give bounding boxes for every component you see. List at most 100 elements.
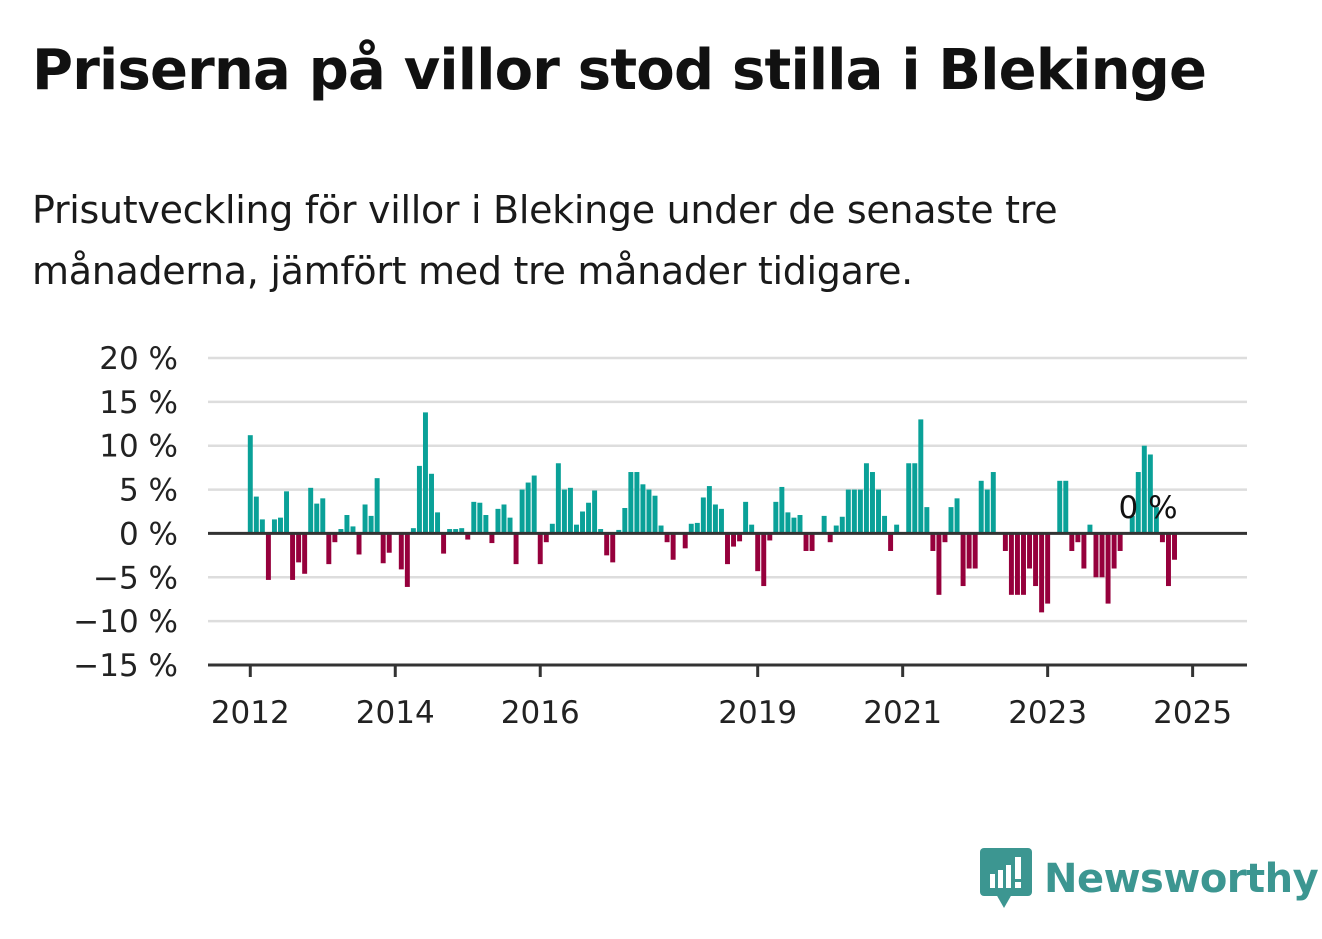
- bar: [271, 519, 277, 534]
- bar: [894, 524, 900, 534]
- bar: [453, 529, 459, 534]
- bar: [658, 525, 664, 534]
- bar: [495, 508, 501, 534]
- bar: [882, 515, 888, 534]
- y-tick-label: −5 %: [93, 560, 178, 596]
- bar: [429, 473, 434, 534]
- bar: [797, 515, 803, 534]
- bar: [954, 498, 960, 534]
- bar: [839, 516, 845, 534]
- bar: [851, 489, 857, 534]
- bar: [1159, 533, 1165, 543]
- bar: [743, 501, 749, 534]
- bar: [610, 533, 616, 563]
- bar: [1014, 533, 1020, 595]
- bar: [1069, 533, 1075, 551]
- bar: [326, 533, 332, 565]
- chart-title: Priserna på villor stod stilla i Bleking…: [32, 38, 1207, 103]
- bar: [779, 486, 785, 534]
- bar: [1141, 445, 1147, 534]
- bar: [664, 533, 670, 543]
- bar: [1008, 533, 1014, 595]
- bar: [767, 533, 773, 541]
- bar: [1172, 533, 1177, 560]
- bar: [259, 519, 265, 534]
- bar: [652, 495, 658, 534]
- bar: [278, 517, 283, 534]
- bar: [574, 524, 579, 534]
- bar: [290, 533, 296, 580]
- bar: [845, 489, 851, 534]
- bar: [761, 533, 767, 587]
- bar: [809, 533, 815, 551]
- bar: [966, 533, 972, 569]
- x-tick-label: 2021: [863, 695, 942, 731]
- bar: [332, 533, 338, 543]
- bar: [1093, 533, 1099, 578]
- bar: [628, 472, 634, 534]
- bar: [253, 496, 259, 534]
- brand-name: Newsworthy: [1044, 856, 1319, 902]
- y-tick-label: 15 %: [99, 385, 178, 421]
- x-tick-label: 2023: [1008, 695, 1087, 731]
- bar: [706, 486, 712, 534]
- bar: [302, 533, 308, 574]
- bar: [465, 533, 471, 540]
- bar: [749, 524, 755, 534]
- bar: [1021, 533, 1026, 595]
- bar: [459, 528, 465, 534]
- bar: [1002, 533, 1008, 551]
- bar: [700, 497, 706, 534]
- bar: [1147, 454, 1153, 534]
- bar: [441, 533, 447, 554]
- bar: [580, 511, 585, 534]
- bar: [863, 463, 869, 534]
- y-tick-label: −10 %: [73, 604, 178, 640]
- bar: [1165, 533, 1171, 587]
- bar: [1105, 533, 1111, 604]
- bar: [543, 533, 549, 543]
- bar: [725, 533, 730, 565]
- bar: [1087, 524, 1093, 534]
- bar: [791, 517, 797, 534]
- bar: [567, 487, 573, 534]
- bar: [1135, 472, 1141, 534]
- x-tick-label: 2012: [211, 695, 290, 731]
- brand: Newsworthy: [980, 848, 1319, 910]
- bar: [531, 475, 537, 534]
- newsworthy-logo-icon: [980, 848, 1032, 908]
- bar: [362, 504, 368, 534]
- last-value-label: 0 %: [1119, 490, 1178, 526]
- y-tick-label: −15 %: [73, 648, 178, 684]
- bar: [338, 529, 344, 534]
- bar: [1057, 480, 1063, 534]
- bar: [712, 504, 718, 534]
- bar: [773, 501, 779, 534]
- bar: [398, 533, 404, 570]
- bar: [984, 489, 990, 534]
- bar: [314, 503, 320, 534]
- bar: [718, 508, 724, 534]
- bar: [1117, 533, 1123, 551]
- bar: [972, 533, 978, 569]
- bar: [1039, 533, 1045, 613]
- bar: [501, 504, 507, 534]
- bar: [906, 463, 912, 534]
- bar: [1063, 480, 1069, 534]
- bar: [1111, 533, 1117, 569]
- bar: [561, 489, 567, 534]
- bar: [404, 533, 410, 587]
- x-tick-label: 2019: [718, 695, 797, 731]
- bar: [284, 491, 290, 534]
- bar: [990, 472, 996, 534]
- bar: [356, 533, 362, 555]
- bar: [368, 515, 374, 534]
- bar: [447, 529, 453, 534]
- grid-lines: [208, 356, 1247, 623]
- bar: [537, 533, 543, 565]
- bar: [483, 515, 489, 534]
- bar: [435, 512, 441, 534]
- bar: [265, 533, 271, 580]
- bar: [948, 507, 954, 534]
- bar: [416, 465, 422, 534]
